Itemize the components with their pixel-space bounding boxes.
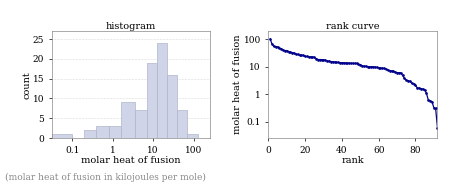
Title: histogram: histogram [106, 22, 156, 31]
Y-axis label: molar heat of fusion: molar heat of fusion [233, 35, 242, 134]
Bar [177, 110, 188, 138]
X-axis label: rank: rank [341, 156, 364, 165]
Text: (molar heat of fusion in kilojoules per mole): (molar heat of fusion in kilojoules per … [5, 173, 205, 182]
Bar [157, 43, 167, 138]
Bar [188, 134, 198, 138]
Bar [97, 126, 109, 138]
Bar [135, 110, 147, 138]
Bar [52, 134, 72, 138]
Bar [167, 75, 177, 138]
Title: rank curve: rank curve [326, 22, 380, 31]
Bar [109, 126, 121, 138]
Y-axis label: count: count [22, 71, 31, 98]
Bar [121, 102, 135, 138]
Bar [84, 130, 97, 138]
Bar [147, 63, 157, 138]
X-axis label: molar heat of fusion: molar heat of fusion [81, 156, 180, 165]
